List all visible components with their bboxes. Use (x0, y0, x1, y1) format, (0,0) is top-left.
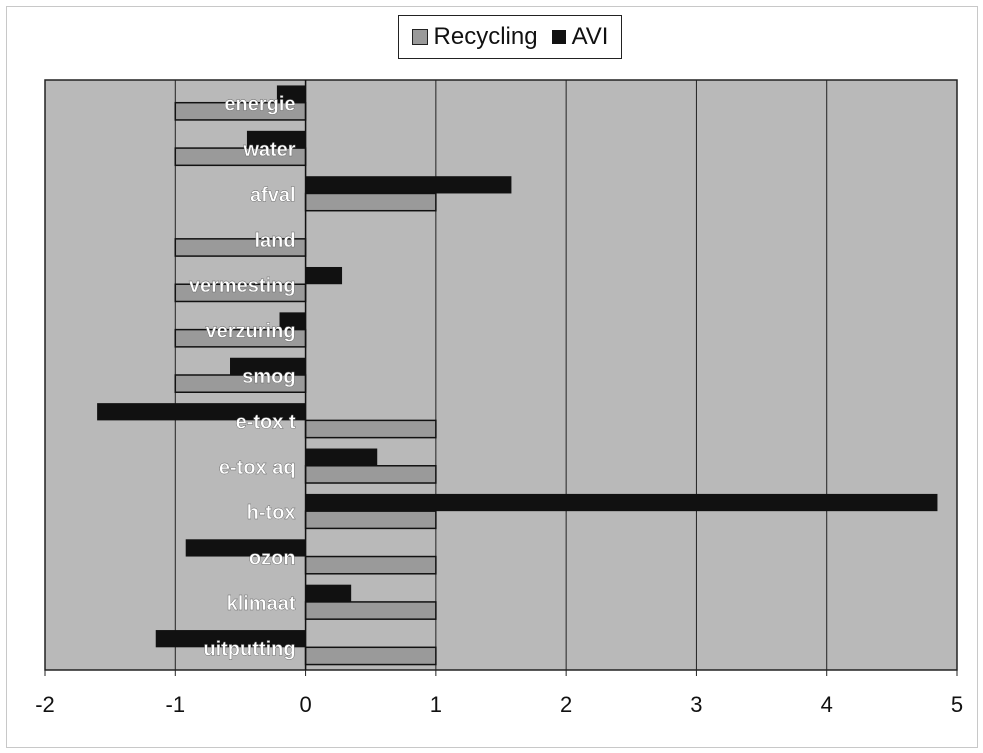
bar-avi (305, 266, 343, 285)
legend-swatch-avi (551, 30, 566, 44)
bar-avi (305, 176, 512, 194)
category-label: energie (224, 94, 295, 116)
bar-recycling (304, 601, 437, 620)
bar-recycling (304, 510, 437, 530)
category-label: verzuring (206, 321, 296, 343)
category-label: vermesting (189, 275, 296, 297)
bar-avi (230, 357, 306, 375)
x-tick-label: 0 (299, 692, 311, 717)
bar-recycling (304, 192, 437, 212)
category-label: klimaat (227, 593, 296, 615)
x-tick-label: 1 (430, 692, 442, 717)
legend-label-recycling: Recycling (433, 23, 538, 50)
x-tick-label: 4 (821, 692, 833, 717)
category-label: e-tox t (236, 411, 296, 433)
legend: Recycling AVI (398, 15, 622, 59)
x-tick-label: -1 (166, 692, 186, 717)
bar-avi (246, 130, 306, 149)
x-tick-label: 2 (560, 692, 572, 717)
legend-swatch-recycling (411, 29, 428, 45)
bar-avi (155, 630, 306, 648)
bar-avi (305, 448, 378, 466)
category-label: h-tox (247, 502, 296, 524)
bar-avi (185, 539, 306, 557)
category-label: smog (242, 366, 295, 388)
category-label: ozon (249, 548, 296, 570)
category-label: land (254, 230, 295, 252)
bar-avi (276, 85, 306, 103)
bar-avi (305, 493, 938, 512)
legend-label-avi: AVI (571, 23, 609, 50)
legend-item-recycling: Recycling (411, 23, 538, 51)
category-label: water (242, 139, 295, 161)
legend-item-avi: AVI (551, 23, 609, 51)
x-tick-label: -2 (35, 692, 55, 717)
category-label: uitputting (203, 638, 295, 660)
x-tick-label: 5 (951, 692, 963, 717)
bar-recycling (304, 555, 437, 575)
bar-recycling (304, 465, 437, 484)
x-tick-label: 3 (690, 692, 702, 717)
bar-recycling (304, 646, 437, 666)
category-label: afval (250, 184, 296, 206)
category-label: e-tox aq (219, 457, 296, 479)
bar-avi (97, 403, 306, 421)
bar-recycling (304, 419, 437, 439)
bar-avi (279, 312, 306, 330)
bar-avi (305, 584, 352, 602)
